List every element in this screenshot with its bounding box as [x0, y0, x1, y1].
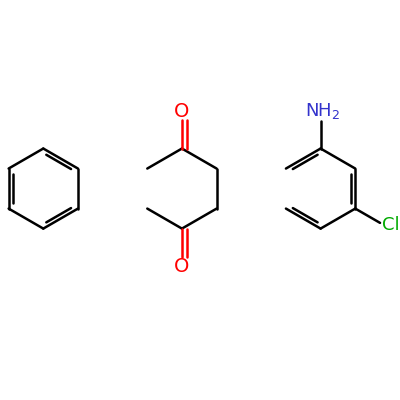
- Text: O: O: [174, 102, 190, 121]
- Text: O: O: [174, 257, 190, 276]
- Text: NH$_2$: NH$_2$: [305, 101, 340, 121]
- Text: Cl: Cl: [382, 216, 400, 234]
